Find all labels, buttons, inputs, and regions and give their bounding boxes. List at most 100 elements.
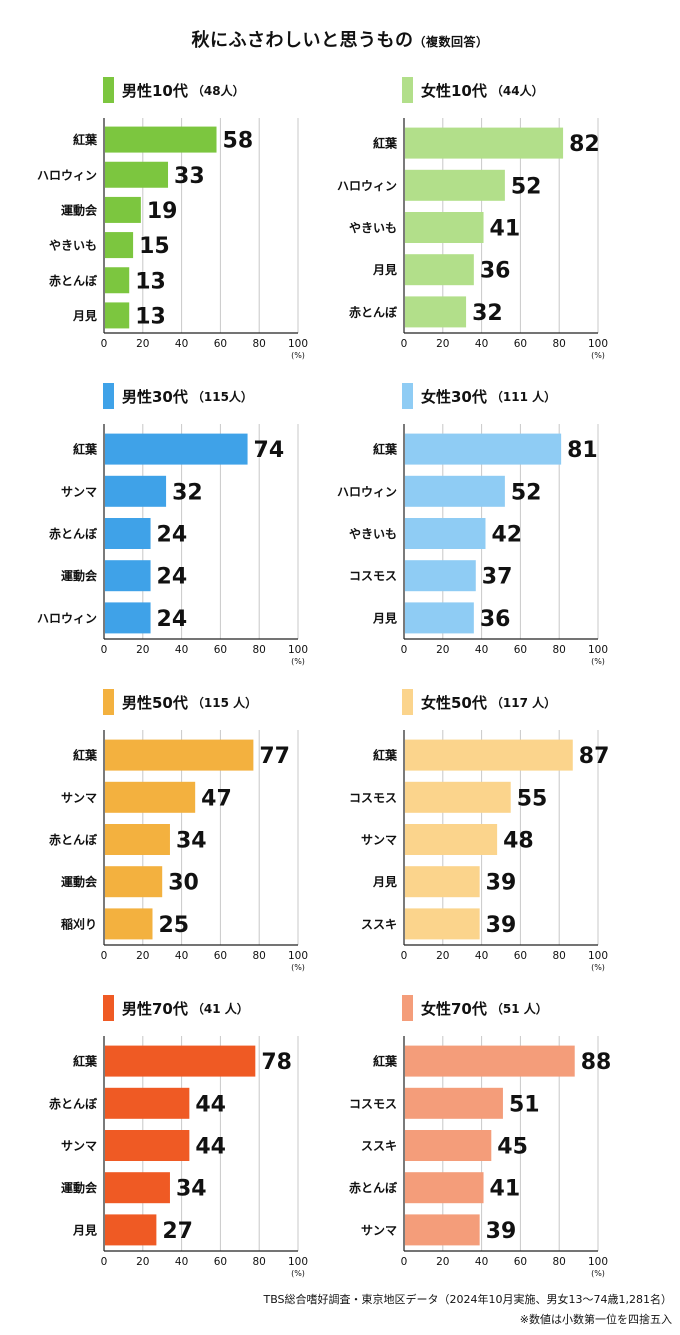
chart-header: 女性10代 （44人） [402, 76, 544, 104]
category-label: 紅葉 [73, 748, 98, 763]
tick-label: 60 [514, 644, 527, 656]
legend-swatch [402, 77, 413, 103]
unit-label: (%) [291, 351, 305, 360]
value-label: 52 [511, 480, 542, 505]
page-title-note: （複数回答） [413, 35, 489, 49]
category-label: サンマ [361, 1223, 397, 1237]
unit-label: (%) [291, 657, 305, 666]
bar-chart: 紅葉 78 赤とんぼ 44 サンマ 44 運動会 34 月見 27 0 20 40 60 80 100(%) [49, 1036, 308, 1278]
value-label: 24 [157, 607, 188, 632]
tick-label: 60 [214, 950, 227, 962]
bar [405, 1214, 480, 1246]
value-label: 44 [195, 1135, 226, 1160]
category-label: コスモス [349, 1097, 397, 1111]
chart-panel: 女性30代 （111 人） 紅葉 81 ハロウィン 52 やきいも 42 コスモス 37 月見 36 0… [337, 382, 670, 672]
value-label: 77 [259, 744, 290, 769]
category-label: サンマ [361, 833, 397, 847]
value-label: 88 [581, 1050, 612, 1075]
tick-label: 60 [514, 338, 527, 350]
bar [105, 560, 151, 592]
chart-panel: 男性70代 （41 人） 紅葉 78 赤とんぼ 44 サンマ 44 運動会 34 月見 27 0 20 40… [0, 994, 330, 1284]
unit-label: (%) [591, 963, 605, 972]
tick-label: 80 [553, 950, 566, 962]
bar [405, 475, 505, 507]
bar [405, 781, 511, 813]
category-label: ススキ [361, 1139, 397, 1153]
tick-label: 20 [136, 644, 149, 656]
legend-swatch [402, 689, 413, 715]
bar [105, 1214, 157, 1246]
value-label: 39 [486, 913, 517, 938]
value-label: 42 [491, 523, 522, 548]
bar [405, 433, 562, 465]
chart-sample-size: （41 人） [191, 1001, 249, 1016]
bar [405, 560, 476, 592]
bar [105, 267, 130, 294]
value-label: 34 [176, 829, 207, 854]
category-label: 赤とんぼ [349, 304, 398, 319]
category-label: ハロウィン [37, 611, 97, 625]
tick-label: 80 [553, 644, 566, 656]
tick-label: 20 [436, 1256, 449, 1268]
category-label: 赤とんぼ [49, 526, 98, 541]
footer-note: ※数値は小数第一位を四捨五入 [519, 1313, 672, 1326]
value-label: 39 [486, 871, 517, 896]
chart-sample-size: （117 人） [490, 695, 557, 710]
category-label: やきいも [349, 527, 397, 541]
category-label: ハロウィン [337, 179, 397, 193]
chart-sample-size: （115人） [191, 389, 253, 404]
tick-label: 0 [401, 950, 408, 962]
category-label: 稲刈り [61, 916, 97, 931]
bar [105, 781, 196, 813]
value-label: 55 [517, 786, 548, 811]
unit-label: (%) [291, 963, 305, 972]
bar [105, 1045, 256, 1077]
category-label: 紅葉 [73, 442, 98, 457]
bar [105, 161, 169, 188]
value-label: 39 [486, 1219, 517, 1244]
page-title-text: 秋にふさわしいと思うもの [191, 30, 414, 51]
value-label: 81 [567, 438, 598, 463]
category-label: 紅葉 [373, 442, 398, 457]
tick-label: 100 [588, 1256, 608, 1268]
bar [405, 739, 573, 771]
footer-source: TBS総合嗜好調査・東京地区データ（2024年10月実施、男女13〜74歳1,2… [263, 1293, 672, 1306]
value-label: 52 [511, 174, 542, 199]
tick-label: 20 [136, 338, 149, 350]
chart-panel: 男性30代 （115人） 紅葉 74 サンマ 32 赤とんぼ 24 運動会 24 ハロウィン 24 0 2… [0, 382, 330, 672]
tick-label: 20 [436, 338, 449, 350]
tick-label: 40 [175, 950, 188, 962]
value-label: 47 [201, 786, 232, 811]
chart-panel: 男性50代 （115 人） 紅葉 77 サンマ 47 赤とんぼ 34 運動会 30 稲刈り 25 0 20… [0, 688, 330, 978]
unit-label: (%) [591, 657, 605, 666]
category-label: コスモス [349, 791, 397, 805]
bar-chart: 紅葉 74 サンマ 32 赤とんぼ 24 運動会 24 ハロウィン 24 0 20 40 60 80 100(… [37, 424, 308, 666]
chart-panel: 女性70代 （51 人） 紅葉 88 コスモス 51 ススキ 45 赤とんぼ 41 サンマ 39 0 20… [340, 994, 670, 1284]
bar-chart: 紅葉 87 コスモス 55 サンマ 48 月見 39 ススキ 39 0 20 40 60 80 100(%) [349, 730, 609, 972]
bar [105, 739, 254, 771]
bar [405, 1130, 492, 1161]
bar [105, 908, 153, 940]
value-label: 13 [135, 304, 166, 329]
category-label: ススキ [361, 917, 397, 931]
value-label: 32 [472, 301, 503, 326]
tick-label: 40 [475, 338, 488, 350]
value-label: 41 [490, 1177, 521, 1202]
bar [105, 126, 217, 153]
bar [105, 518, 151, 549]
tick-label: 60 [514, 1256, 527, 1268]
tick-label: 60 [214, 338, 227, 350]
page-title: 秋にふさわしいと思うもの（複数回答） [0, 26, 680, 52]
category-label: ハロウィン [37, 168, 97, 182]
tick-label: 100 [288, 644, 308, 656]
bar [105, 866, 163, 898]
chart-sample-size: （115 人） [191, 695, 258, 710]
category-label: 赤とんぼ [349, 1180, 398, 1195]
value-label: 44 [195, 1092, 226, 1117]
value-label: 58 [223, 129, 254, 154]
chart-panel: 女性10代 （44人） 紅葉 82 ハロウィン 52 やきいも 41 月見 36 赤とんぼ 32 0 20… [337, 76, 670, 366]
category-label: 運動会 [61, 1180, 98, 1195]
tick-label: 0 [101, 644, 108, 656]
chart-title: 男性10代 [122, 81, 188, 100]
chart-sample-size: （48人） [191, 83, 245, 98]
